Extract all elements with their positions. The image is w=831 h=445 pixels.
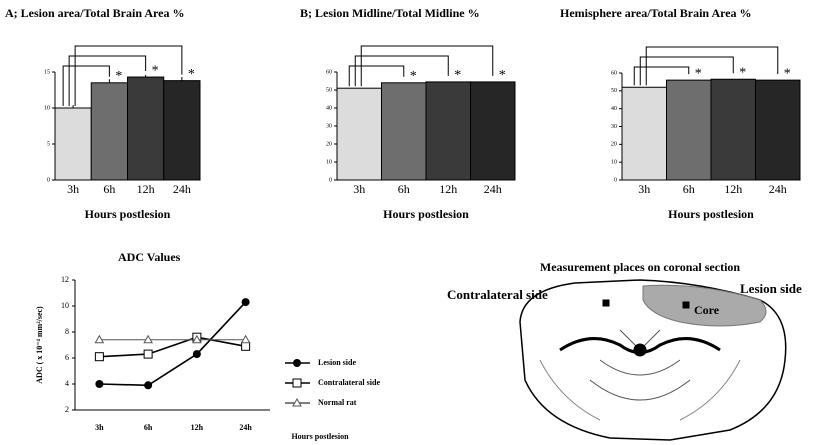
diagram-label: Contralateral side bbox=[447, 287, 548, 302]
y-tick-label: 40 bbox=[611, 106, 617, 112]
figure: Measurement places on coronal section Co… bbox=[0, 0, 831, 445]
y-tick-label: 10 bbox=[611, 160, 617, 166]
bar bbox=[756, 80, 801, 180]
bar bbox=[471, 82, 516, 180]
x-tick-label: 3h bbox=[638, 182, 650, 196]
bar bbox=[128, 77, 164, 180]
y-tick-label: 60 bbox=[611, 70, 617, 76]
y-tick-label: 0 bbox=[329, 177, 332, 183]
x-tick-label: 6h bbox=[683, 182, 695, 196]
y-tick-label: 6 bbox=[65, 353, 69, 362]
legend-label: Normal rat bbox=[318, 398, 357, 407]
y-tick-label: 20 bbox=[326, 141, 332, 147]
chart-title: Hemisphere area/Total Brain Area % bbox=[560, 6, 752, 20]
y-tick-label: 12 bbox=[61, 275, 69, 284]
significance: * bbox=[454, 68, 461, 83]
significance: * bbox=[410, 69, 417, 84]
y-tick-label: 15 bbox=[44, 69, 50, 75]
marker bbox=[242, 342, 250, 350]
x-tick-label: 12h bbox=[724, 182, 742, 196]
line bbox=[99, 302, 245, 385]
y-tick-label: 30 bbox=[326, 123, 332, 129]
y-tick-label: 50 bbox=[611, 88, 617, 94]
y-tick-label: 20 bbox=[611, 142, 617, 148]
significance: * bbox=[152, 63, 159, 78]
diagram-label: Lesion side bbox=[740, 281, 802, 296]
legend-label: Lesion side bbox=[318, 358, 356, 367]
x-axis-label: Hours postlesion bbox=[291, 432, 349, 441]
bar bbox=[426, 82, 471, 180]
x-axis-label: Hours postlesion bbox=[383, 207, 469, 221]
y-tick-label: 30 bbox=[611, 124, 617, 130]
x-tick-label: 12h bbox=[137, 182, 155, 196]
brain-diagram bbox=[520, 280, 786, 440]
x-tick-label: 6h bbox=[103, 182, 115, 196]
significance: * bbox=[499, 68, 506, 83]
x-tick-label: 24h bbox=[484, 182, 502, 196]
marker bbox=[144, 381, 152, 389]
chart-title: B; Lesion Midline/Total Midline % bbox=[300, 6, 480, 20]
x-tick-label: 3h bbox=[353, 182, 365, 196]
y-tick-label: 8 bbox=[65, 327, 69, 336]
bar bbox=[667, 80, 712, 180]
x-tick-label: 6h bbox=[398, 182, 410, 196]
bar bbox=[55, 108, 91, 180]
x-tick-label: 12h bbox=[439, 182, 457, 196]
marker bbox=[293, 359, 301, 367]
x-tick-label: 24h bbox=[173, 182, 191, 196]
y-tick-label: 4 bbox=[65, 379, 69, 388]
diagram-title: Measurement places on coronal section bbox=[540, 260, 741, 274]
chart-title: A; Lesion area/Total Brain Area % bbox=[5, 6, 184, 20]
y-tick-label: 10 bbox=[44, 105, 50, 111]
marker bbox=[293, 379, 301, 387]
y-tick-label: 0 bbox=[47, 177, 50, 183]
y-tick-label: 60 bbox=[326, 69, 332, 75]
significance: * bbox=[188, 67, 195, 82]
y-tick-label: 10 bbox=[326, 159, 332, 165]
y-axis-label: ADC ( x 10⁻⁴ mm²/sec) bbox=[35, 306, 44, 384]
bar bbox=[622, 87, 667, 180]
y-tick-label: 0 bbox=[614, 177, 617, 183]
legend-label: Contralateral side bbox=[318, 378, 380, 387]
x-tick-label: 3h bbox=[95, 423, 104, 432]
y-tick-label: 40 bbox=[326, 105, 332, 111]
bar bbox=[91, 83, 127, 180]
marker bbox=[95, 353, 103, 361]
bar bbox=[337, 88, 382, 180]
bar bbox=[711, 79, 756, 180]
x-axis-label: Hours postlesion bbox=[668, 207, 754, 221]
y-tick-label: 10 bbox=[61, 301, 69, 310]
x-tick-label: 24h bbox=[769, 182, 787, 196]
significance: * bbox=[739, 65, 746, 80]
marker bbox=[242, 298, 250, 306]
bar bbox=[382, 83, 427, 180]
diagram-label: Core bbox=[694, 303, 720, 317]
marker bbox=[95, 380, 103, 388]
y-tick-label: 5 bbox=[47, 141, 50, 147]
chart-title: ADC Values bbox=[118, 250, 181, 264]
marker bbox=[193, 350, 201, 358]
y-tick-label: 50 bbox=[326, 87, 332, 93]
y-tick-label: 2 bbox=[65, 405, 69, 414]
x-axis-label: Hours postlesion bbox=[85, 207, 171, 221]
significance: * bbox=[115, 69, 122, 84]
marker bbox=[144, 350, 152, 358]
x-tick-label: 12h bbox=[191, 423, 204, 432]
x-tick-label: 24h bbox=[239, 423, 252, 432]
bar bbox=[164, 81, 200, 180]
x-tick-label: 3h bbox=[67, 182, 79, 196]
x-tick-label: 6h bbox=[144, 423, 153, 432]
significance: * bbox=[784, 66, 791, 81]
significance: * bbox=[695, 66, 702, 81]
